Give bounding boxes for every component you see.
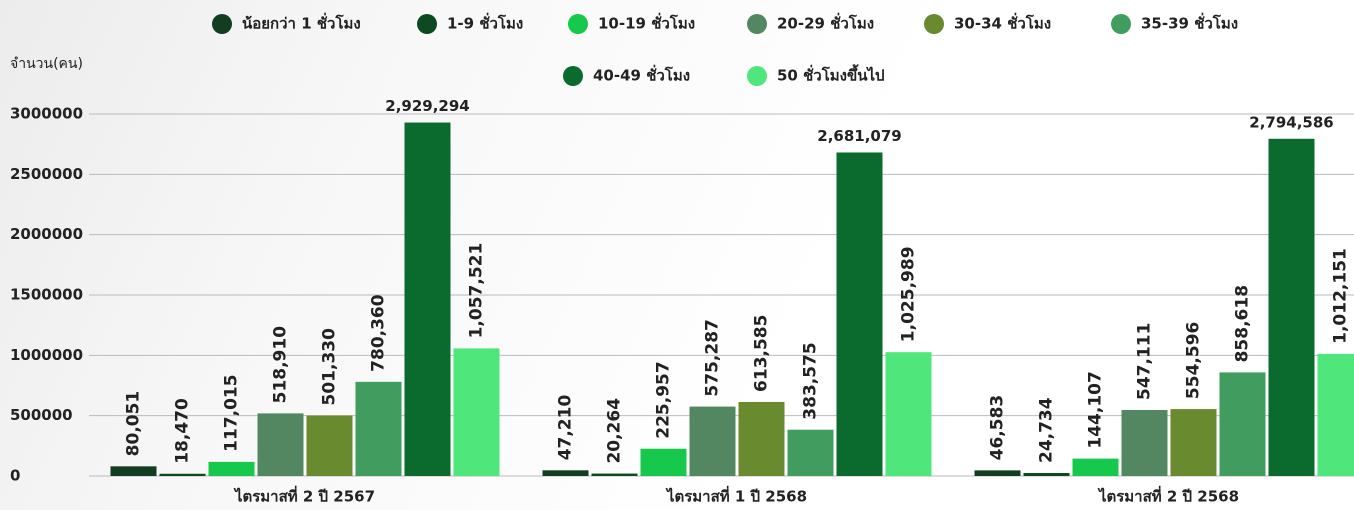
x-tick-label: ไตรมาสที่ 2 ปี 2567 <box>233 486 375 506</box>
y-tick-label: 1000000 <box>10 346 83 364</box>
bar <box>1121 409 1168 476</box>
legend-label: 50 ชั่วโมงขึ้นไป <box>777 64 885 85</box>
bar <box>738 401 785 476</box>
legend-label: 20-29 ชั่วโมง <box>777 13 874 33</box>
bar <box>257 413 304 476</box>
bar <box>1268 138 1315 476</box>
data-label: 383,575 <box>801 342 821 419</box>
bar <box>787 429 834 476</box>
legend-label: 35-39 ชั่วโมง <box>1141 13 1238 33</box>
legend-label: 10-19 ชั่วโมง <box>598 13 695 33</box>
data-label: 547,111 <box>1135 323 1155 400</box>
legend-swatch <box>563 66 583 86</box>
data-label: 117,015 <box>222 374 242 451</box>
data-label: 501,330 <box>320 328 340 406</box>
bar <box>159 473 206 476</box>
data-label: 1,057,521 <box>467 243 487 339</box>
bar <box>689 406 736 476</box>
legend-label: 40-49 ชั่วโมง <box>593 65 690 85</box>
data-label: 2,681,079 <box>817 127 901 145</box>
legend-swatch <box>747 14 767 34</box>
data-label: 613,585 <box>752 315 772 392</box>
data-label: 80,051 <box>124 391 144 457</box>
legend-label: 1-9 ชั่วโมง <box>447 13 523 33</box>
legend-swatch <box>568 14 588 34</box>
bar <box>542 470 589 476</box>
data-label: 554,596 <box>1184 322 1204 399</box>
bar <box>836 152 883 476</box>
data-label: 46,583 <box>988 395 1008 461</box>
legend-swatch <box>417 14 437 34</box>
y-tick-label: 2000000 <box>10 225 83 243</box>
y-tick-label: 1500000 <box>10 286 83 304</box>
y-tick-label: 0 <box>10 467 20 485</box>
data-label: 518,910 <box>271 326 291 404</box>
bar <box>355 381 402 476</box>
bar <box>306 415 353 476</box>
data-label: 144,107 <box>1086 371 1106 448</box>
y-axis-label: จำนวน(คน) <box>10 56 83 72</box>
x-tick-label: ไตรมาสที่ 1 ปี 2568 <box>665 486 807 506</box>
data-label: 20,264 <box>605 398 625 464</box>
bar <box>453 348 500 476</box>
legend-label: น้อยกว่า 1 ชั่วโมง <box>242 13 361 33</box>
data-label: 780,360 <box>369 294 389 372</box>
legend-swatch <box>1111 14 1131 34</box>
data-label: 18,470 <box>173 398 193 464</box>
data-label: 2,929,294 <box>385 97 469 115</box>
legend-swatch <box>924 14 944 34</box>
bar <box>1317 353 1354 476</box>
y-tick-label: 2500000 <box>10 165 83 183</box>
bar <box>640 448 687 476</box>
legend-swatch <box>747 66 767 86</box>
data-label: 1,012,151 <box>1331 248 1351 344</box>
y-tick-label: 500000 <box>10 406 73 424</box>
data-label: 575,287 <box>703 319 723 396</box>
y-tick-label: 3000000 <box>10 105 83 123</box>
data-label: 1,025,989 <box>899 246 919 342</box>
data-label: 225,957 <box>654 361 674 438</box>
bar <box>208 461 255 476</box>
data-label: 858,618 <box>1233 285 1253 362</box>
bar <box>404 122 451 476</box>
data-label: 24,734 <box>1037 397 1057 463</box>
bar <box>1219 372 1266 476</box>
bar <box>885 352 932 476</box>
legend-swatch <box>212 14 232 34</box>
bar <box>1072 458 1119 476</box>
legend-label: 30-34 ชั่วโมง <box>954 13 1051 33</box>
bar <box>110 466 157 476</box>
bar <box>591 473 638 476</box>
bar <box>1023 473 1070 476</box>
x-tick-label: ไตรมาสที่ 2 ปี 2568 <box>1097 486 1239 506</box>
bar <box>1170 409 1217 476</box>
data-label: 2,794,586 <box>1249 113 1333 131</box>
data-label: 47,210 <box>556 395 576 461</box>
bar <box>974 470 1021 476</box>
